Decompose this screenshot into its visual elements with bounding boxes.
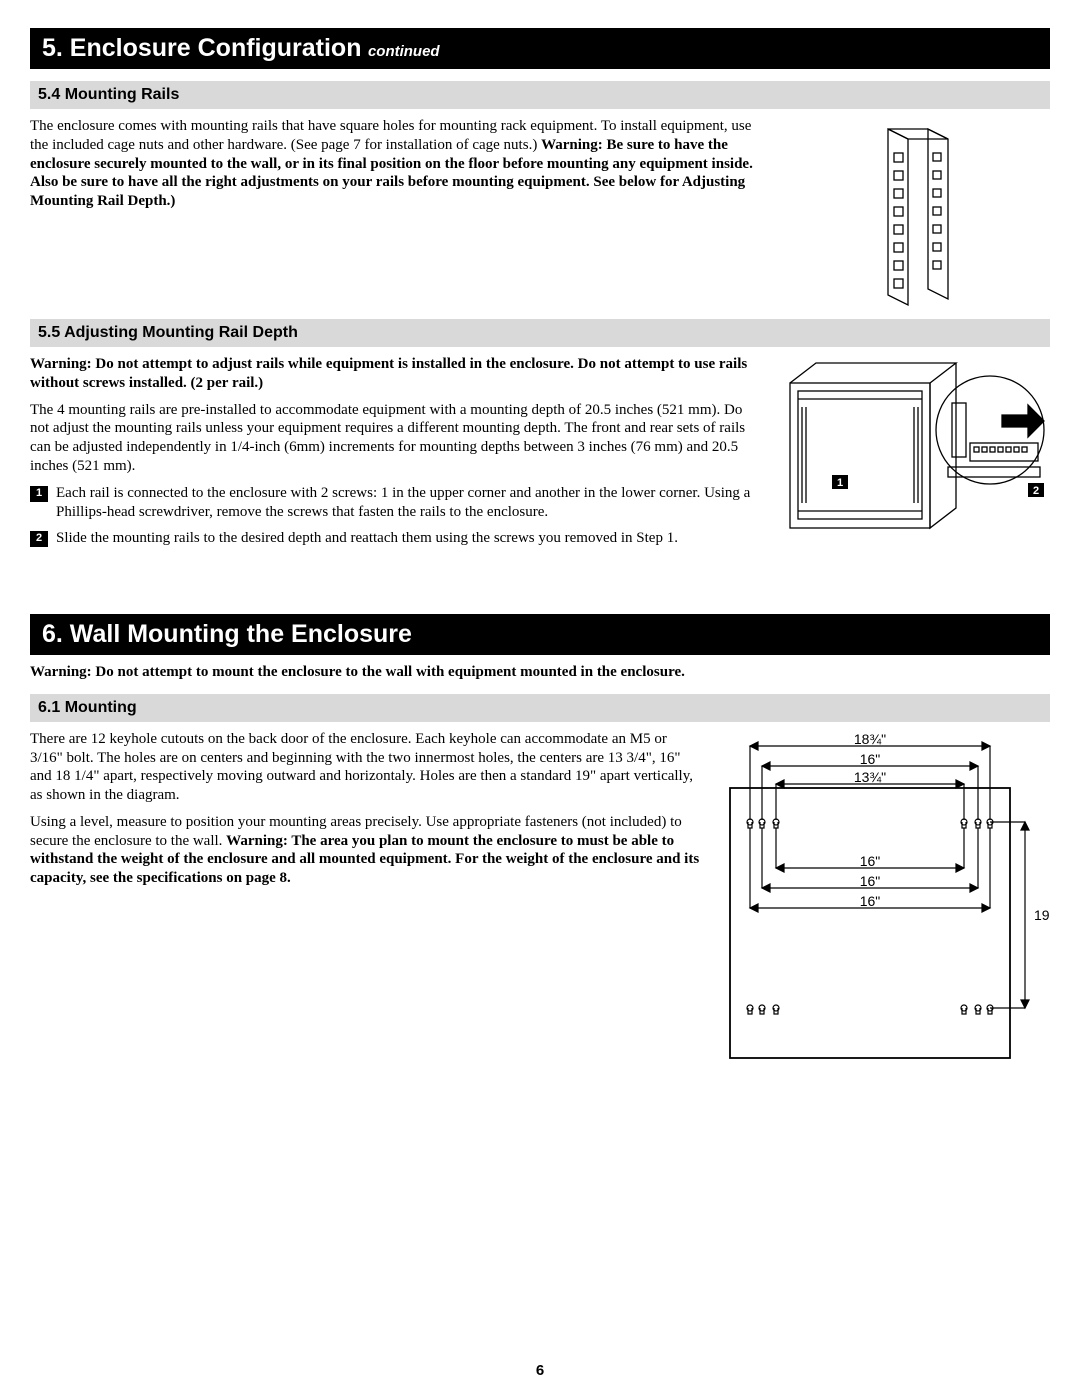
section-6-title: 6. Wall Mounting the Enclosure — [42, 620, 412, 648]
section-5-title: 5. Enclosure Configuration — [42, 34, 361, 62]
subsection-5-4-header: 5.4 Mounting Rails — [30, 81, 1050, 109]
dim-vertical: 19" — [1034, 907, 1050, 923]
section-6-header: 6. Wall Mounting the Enclosure — [30, 614, 1050, 655]
dim-mid-1: 16" — [860, 853, 881, 869]
sub55-step-2-text: Slide the mounting rails to the desired … — [56, 529, 678, 549]
sub55-step-1-text: Each rail is connected to the enclosure … — [56, 484, 762, 523]
fig-badge-1: 1 — [837, 477, 843, 489]
subsection-6-1-header: 6.1 Mounting — [30, 694, 1050, 722]
sub54-paragraph: The enclosure comes with mounting rails … — [30, 117, 762, 211]
subsection-5-5-text: Warning: Do not attempt to adjust rails … — [30, 355, 762, 554]
dim-mid-2: 16" — [860, 873, 881, 889]
fig-badge-2: 2 — [1033, 485, 1039, 497]
sub55-p2: The 4 mounting rails are pre-installed t… — [30, 401, 762, 476]
sub55-steps: 1 Each rail is connected to the enclosur… — [30, 484, 762, 549]
subsection-5-4-text: The enclosure comes with mounting rails … — [30, 117, 762, 307]
page-number: 6 — [536, 1362, 544, 1379]
sub55-warning: Warning: Do not attempt to adjust rails … — [30, 355, 762, 393]
step-badge-2: 2 — [30, 531, 48, 547]
subsection-5-4-row: The enclosure comes with mounting rails … — [30, 117, 1050, 307]
dim-top-2: 16" — [860, 751, 881, 767]
dim-top-3: 13¾" — [854, 769, 886, 785]
step-badge-1: 1 — [30, 486, 48, 502]
section-5-header: 5. Enclosure Configuration continued — [30, 28, 1050, 69]
dim-top-1: 18¾" — [854, 731, 886, 747]
sub55-step-2: 2 Slide the mounting rails to the desire… — [30, 529, 762, 549]
subsection-6-1-row: There are 12 keyhole cutouts on the back… — [30, 730, 1050, 1070]
dim-mid-3: 16" — [860, 893, 881, 909]
figure-mounting-rail — [780, 117, 1050, 307]
section-6-warning: Warning: Do not attempt to mount the enc… — [30, 663, 1050, 682]
section-5-continued: continued — [368, 43, 440, 60]
sub61-p1: There are 12 keyhole cutouts on the back… — [30, 730, 702, 805]
sub61-p2: Using a level, measure to position your … — [30, 813, 702, 888]
subsection-5-5-header: 5.5 Adjusting Mounting Rail Depth — [30, 319, 1050, 347]
subsection-5-5-row: Warning: Do not attempt to adjust rails … — [30, 355, 1050, 554]
figure-keyhole-dimensions: 18¾" 16" 13¾" — [720, 730, 1050, 1070]
subsection-6-1-text: There are 12 keyhole cutouts on the back… — [30, 730, 702, 1070]
sub55-step-1: 1 Each rail is connected to the enclosur… — [30, 484, 762, 523]
figure-enclosure-adjust: 1 2 — [780, 355, 1050, 554]
